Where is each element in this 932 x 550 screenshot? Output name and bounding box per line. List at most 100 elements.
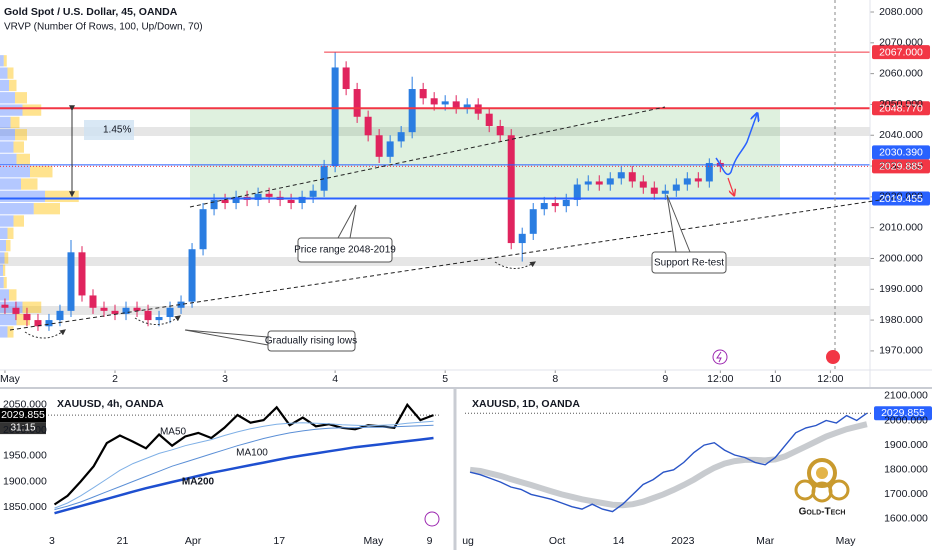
volume-up (0, 289, 9, 301)
volume-down (3, 264, 6, 276)
callout-pointer (184, 329, 269, 346)
y-tick-label: 2060.000 (879, 67, 923, 79)
candle-body (408, 89, 416, 133)
candle-body (529, 209, 537, 234)
volume-up (0, 239, 6, 252)
volume-up (0, 129, 15, 141)
price-tag (872, 145, 930, 160)
volume-up (0, 203, 34, 215)
drawings (9, 0, 881, 527)
volume-down (6, 239, 11, 252)
x-tick-label: 5 (442, 373, 448, 385)
candle-body (430, 98, 438, 105)
volume-down (33, 203, 60, 215)
annotation: Support Re-test (654, 258, 724, 269)
x-tick-label: 3 (49, 535, 55, 547)
candle-body (133, 307, 141, 311)
y-tick-label: 1950.000 (3, 450, 47, 462)
volume-up (0, 153, 17, 166)
volume-band (0, 306, 870, 315)
volume-up (0, 79, 9, 92)
y-tick-label: 2080.000 (879, 6, 923, 18)
candle-body (562, 199, 570, 207)
volume-down (16, 153, 30, 166)
y-tick-label: 1800.000 (884, 464, 928, 476)
volume-up (0, 276, 4, 289)
y-tick-label: 2000.000 (879, 252, 923, 264)
volume-down (30, 166, 53, 178)
candle-body (56, 310, 64, 321)
x-tick-label: 10 (770, 373, 782, 385)
x-tick-label: 9 (662, 373, 668, 385)
price-tag-label: 2029.855 (881, 407, 925, 419)
projection-path (715, 114, 757, 176)
price-tag-label: 2067.000 (879, 46, 923, 58)
volume-down (9, 79, 17, 92)
y-tick-label: 2050.000 (879, 98, 923, 110)
event-icon[interactable] (424, 511, 440, 527)
candle-body (78, 252, 86, 296)
price-tag (872, 159, 930, 174)
volume-down (16, 313, 30, 326)
x-tick-label: 2023 (671, 535, 695, 547)
volume-down (21, 178, 38, 190)
candle-body (595, 181, 603, 185)
y-tick-label: 2000.000 (3, 424, 47, 436)
event-icon[interactable] (826, 350, 840, 364)
volume-up (0, 326, 8, 338)
annotation: 1.45% (103, 125, 131, 136)
volume-up (0, 215, 14, 227)
callout-pointer (666, 194, 691, 253)
candle-body (199, 209, 207, 250)
y-tick-label: 1980.000 (879, 314, 923, 326)
x-tick-label: May (836, 535, 857, 547)
volume-down (7, 67, 14, 79)
x-tick-label: Mar (756, 535, 775, 547)
price-tag-label: 2048.770 (879, 103, 923, 115)
candle-body (122, 307, 130, 314)
candle-body (606, 178, 614, 185)
volume-up (0, 227, 8, 239)
chart-title: XAUUSD, 1D, OANDA (472, 398, 580, 410)
volume-band (0, 127, 870, 136)
price-tag (874, 406, 932, 421)
low-arc (494, 261, 537, 269)
candle-body (265, 193, 273, 197)
volume-up (0, 55, 4, 67)
candle-body (441, 101, 449, 105)
price-tag (872, 45, 930, 60)
volume-down (22, 301, 42, 313)
x-tick-label: ug (462, 535, 474, 547)
volume-down (7, 326, 14, 338)
low-arc (134, 315, 181, 325)
callout-box (297, 237, 393, 263)
countdown-label: 31:15 (10, 423, 35, 434)
candle-body (584, 181, 592, 185)
series-line (54, 424, 434, 511)
candle-body (628, 172, 636, 182)
price-tag (872, 101, 930, 116)
x-tick-label: May (363, 535, 384, 547)
x-tick-label: 9 (427, 535, 433, 547)
chart-title: XAUUSD, 4h, OANDA (57, 398, 164, 410)
range-zone (190, 108, 780, 199)
volume-down (7, 227, 14, 239)
candle-body (100, 307, 108, 311)
candle-body (661, 190, 669, 194)
price-tag-label: 2019.455 (879, 193, 923, 205)
event-icon (716, 351, 722, 363)
y-tick-label: 2010.000 (879, 221, 923, 233)
volume-down (4, 252, 9, 264)
volume-down (22, 104, 42, 116)
candle-body (1, 304, 9, 308)
callout-box (267, 330, 356, 352)
candle-body (144, 310, 152, 321)
event-icon[interactable] (712, 349, 728, 365)
y-tick-label: 1600.000 (884, 513, 928, 525)
candle-body (342, 67, 350, 90)
price-tag-label: 2030.390 (879, 147, 923, 159)
candle-body (221, 199, 229, 204)
volume-up (0, 190, 45, 203)
volume-down (15, 129, 27, 141)
price-tag (872, 191, 930, 206)
